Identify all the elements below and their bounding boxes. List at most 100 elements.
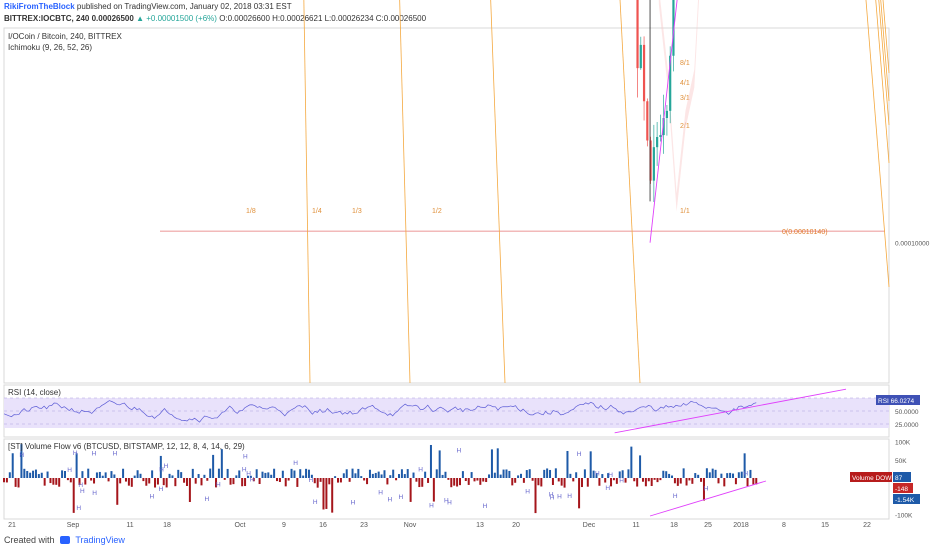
price-axis: 0.00010000 — [895, 241, 930, 248]
volume-bar — [682, 468, 685, 478]
volume-bar — [435, 469, 438, 478]
gann-fan-label: 8/1 — [680, 60, 690, 67]
volume-bar — [392, 469, 395, 478]
volume-bar — [508, 470, 511, 478]
volume-bar — [659, 478, 662, 481]
volume-bar — [415, 478, 418, 482]
volume-bar — [122, 468, 125, 478]
volume-bar — [543, 469, 546, 478]
change-up: ▲ +0.00001500 (+6%) — [136, 14, 217, 23]
rsi-tick-label: 25.0000 — [895, 422, 919, 429]
volume-bar — [241, 478, 244, 487]
volume-bar — [334, 476, 337, 478]
x-tick-label: 18 — [163, 522, 171, 529]
volume-bar — [389, 475, 392, 478]
volume-bar — [133, 475, 136, 478]
volume-marker-label: H — [605, 485, 610, 492]
volume-bar — [46, 471, 49, 478]
volume-bar — [200, 478, 203, 486]
volume-bar — [69, 478, 72, 483]
volume-bar — [26, 470, 29, 478]
volume-bar — [441, 474, 444, 478]
rsi-tick-label: 50.0000 — [895, 409, 919, 416]
volume-bar — [476, 478, 479, 481]
volume-bar — [627, 469, 630, 478]
volume-marker-label: H — [243, 453, 248, 460]
volume-bar — [679, 478, 682, 484]
volume-bar — [313, 478, 316, 484]
gann-fan-label: 3/1 — [680, 95, 690, 102]
volume-bar — [726, 473, 729, 478]
volume-bar — [702, 478, 705, 501]
volume-bar — [113, 474, 116, 478]
volume-bar — [278, 478, 281, 482]
volume-bar — [34, 469, 37, 478]
volume-bar — [447, 478, 450, 480]
volume-bar — [316, 478, 319, 488]
volume-bar — [537, 478, 540, 486]
volume-bar — [348, 478, 351, 482]
volume-bar — [183, 478, 186, 483]
rsi-title[interactable]: RSI (14, close) — [8, 388, 61, 397]
volume-bar — [281, 470, 284, 478]
volume-bar — [610, 478, 613, 487]
volume-neg2-badge: -1.54K — [895, 497, 915, 504]
volume-title[interactable]: [ST] Volume Flow v6 (BTCUSD, BITSTAMP, 1… — [8, 442, 245, 451]
volume-bar — [429, 444, 432, 478]
volume-bar — [252, 478, 255, 482]
volume-bar — [209, 468, 212, 478]
volume-bar — [665, 471, 668, 478]
price-candle — [646, 101, 649, 141]
volume-marker-label: H — [92, 490, 97, 497]
volume-neg-badge-bg — [893, 483, 913, 493]
volume-bar — [52, 478, 55, 485]
volume-tick-label: 100K — [895, 440, 911, 447]
axis-badges: IOCBTC 0.0002650003:28:44RSI 66.0274Volu… — [850, 395, 920, 504]
volume-bar — [531, 478, 534, 481]
volume-marker-label: H — [216, 482, 221, 489]
volume-bar — [296, 478, 299, 487]
volume-bar — [194, 478, 197, 484]
volume-bar — [737, 472, 740, 478]
volume-marker-label: H — [525, 488, 530, 495]
volume-bar — [58, 478, 61, 487]
volume-marker-label: H — [595, 470, 600, 477]
volume-bar — [650, 478, 653, 487]
volume-neg2-badge-bg — [893, 494, 920, 504]
volume-bar — [636, 478, 639, 487]
volume-bar — [40, 472, 43, 478]
tradingview-brand[interactable]: TradingView — [75, 535, 125, 545]
volume-bar — [572, 478, 575, 482]
volume-bar — [717, 478, 720, 484]
x-tick-label: Dec — [583, 522, 596, 529]
volume-marker-label: H — [549, 492, 554, 499]
x-tick-label: 11 — [632, 522, 639, 529]
volume-bar — [124, 478, 127, 482]
volume-bar — [98, 471, 101, 478]
volume-marker-label: H — [164, 463, 169, 470]
volume-bar — [305, 468, 308, 478]
volume-marker-label: H — [418, 466, 423, 473]
volume-bar — [743, 453, 746, 478]
volume-bar — [406, 469, 409, 478]
volume-bar — [212, 454, 215, 478]
volume-bar — [604, 478, 607, 483]
time-axis: 21 Sep 11 18 Oct 9 16 23 Nov 13 20 Dec 11 18 25 2018 8 15… — [8, 522, 871, 529]
ichimoku-label[interactable]: Ichimoku (9, 26, 52, 26) — [8, 43, 93, 52]
volume-bar — [432, 478, 435, 502]
volume-bar — [177, 469, 180, 478]
volume-bar — [569, 473, 572, 478]
volume-bar — [746, 478, 749, 487]
rsi-band — [4, 398, 889, 428]
author-link[interactable]: RikiFromTheBlock — [4, 2, 75, 11]
volume-bar — [249, 475, 252, 478]
volume-bar — [752, 478, 755, 485]
volume-bar — [322, 478, 325, 510]
volume-bar — [673, 478, 676, 484]
volume-bar — [84, 478, 87, 485]
volume-bar — [461, 471, 464, 478]
volume-bar — [705, 468, 708, 478]
volume-series: 100K50K0-50K-100KHHHHHHHHHHHHHHHHHHHHHHH… — [3, 440, 913, 519]
volume-bar — [142, 478, 145, 482]
volume-bar — [159, 455, 162, 478]
